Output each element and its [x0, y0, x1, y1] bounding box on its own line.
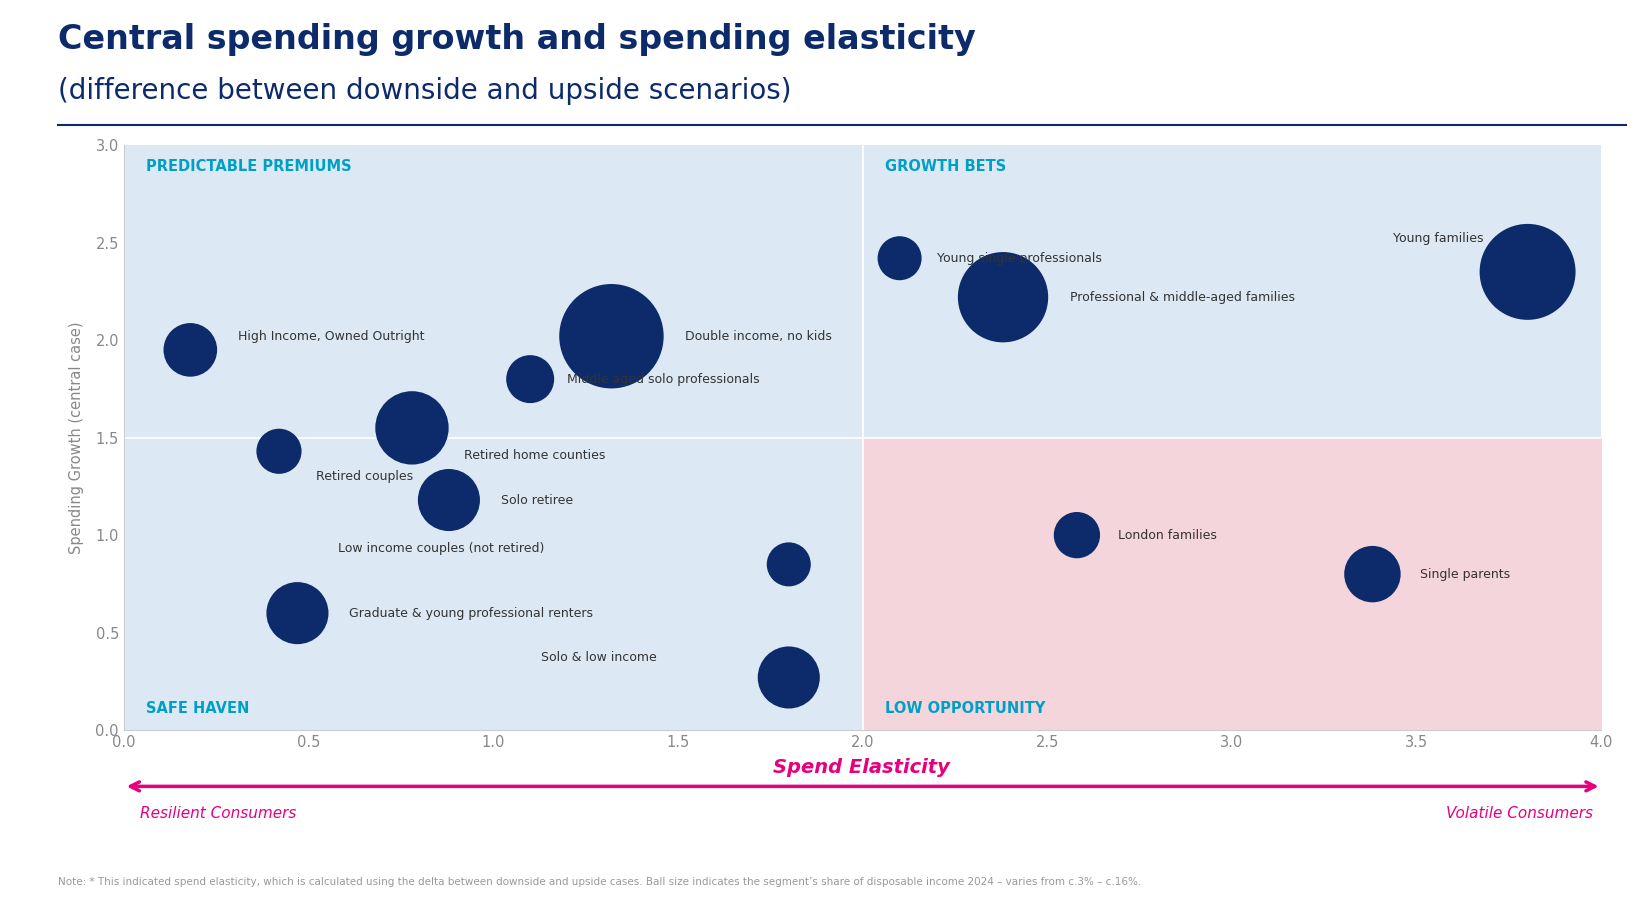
- Y-axis label: Spending Growth (central case): Spending Growth (central case): [69, 321, 84, 554]
- Text: SAFE HAVEN: SAFE HAVEN: [145, 701, 249, 717]
- Text: Solo retiree: Solo retiree: [500, 493, 573, 506]
- Text: Retired couples: Retired couples: [315, 470, 413, 483]
- Text: High Income, Owned Outright: High Income, Owned Outright: [238, 330, 424, 343]
- Text: Graduate & young professional renters: Graduate & young professional renters: [348, 607, 593, 619]
- Text: Note: * This indicated spend elasticity, which is calculated using the delta bet: Note: * This indicated spend elasticity,…: [58, 877, 1141, 887]
- Point: [991, 290, 1017, 305]
- Point: [517, 372, 543, 386]
- Text: Double income, no kids: Double income, no kids: [685, 330, 832, 343]
- Text: London families: London families: [1118, 529, 1217, 541]
- Point: [177, 343, 203, 357]
- Text: PREDICTABLE PREMIUMS: PREDICTABLE PREMIUMS: [145, 159, 352, 174]
- Text: Professional & middle-aged families: Professional & middle-aged families: [1070, 291, 1294, 304]
- Text: GROWTH BETS: GROWTH BETS: [885, 159, 1005, 174]
- Text: Solo & low income: Solo & low income: [542, 651, 657, 665]
- Text: Young single professionals: Young single professionals: [936, 252, 1101, 265]
- Text: Resilient Consumers: Resilient Consumers: [140, 806, 297, 822]
- Text: Volatile Consumers: Volatile Consumers: [1446, 806, 1593, 822]
- Text: Retired home counties: Retired home counties: [464, 449, 604, 462]
- Text: Low income couples (not retired): Low income couples (not retired): [338, 542, 545, 555]
- Point: [887, 251, 913, 266]
- Text: Single parents: Single parents: [1420, 568, 1511, 580]
- Point: [266, 444, 292, 459]
- Point: [776, 557, 802, 571]
- Point: [1063, 528, 1090, 542]
- Point: [284, 606, 310, 620]
- Text: (difference between downside and upside scenarios): (difference between downside and upside …: [58, 77, 791, 105]
- Point: [436, 493, 462, 507]
- Point: [1514, 265, 1540, 279]
- Text: Central spending growth and spending elasticity: Central spending growth and spending ela…: [58, 23, 976, 55]
- Text: Young families: Young families: [1393, 232, 1483, 245]
- Text: Spend Elasticity: Spend Elasticity: [773, 758, 951, 777]
- Point: [776, 670, 802, 685]
- Point: [400, 421, 426, 435]
- Text: Middle aged solo professionals: Middle aged solo professionals: [568, 373, 759, 385]
- Text: LOW OPPORTUNITY: LOW OPPORTUNITY: [885, 701, 1045, 717]
- Point: [1359, 567, 1385, 581]
- Point: [598, 329, 624, 344]
